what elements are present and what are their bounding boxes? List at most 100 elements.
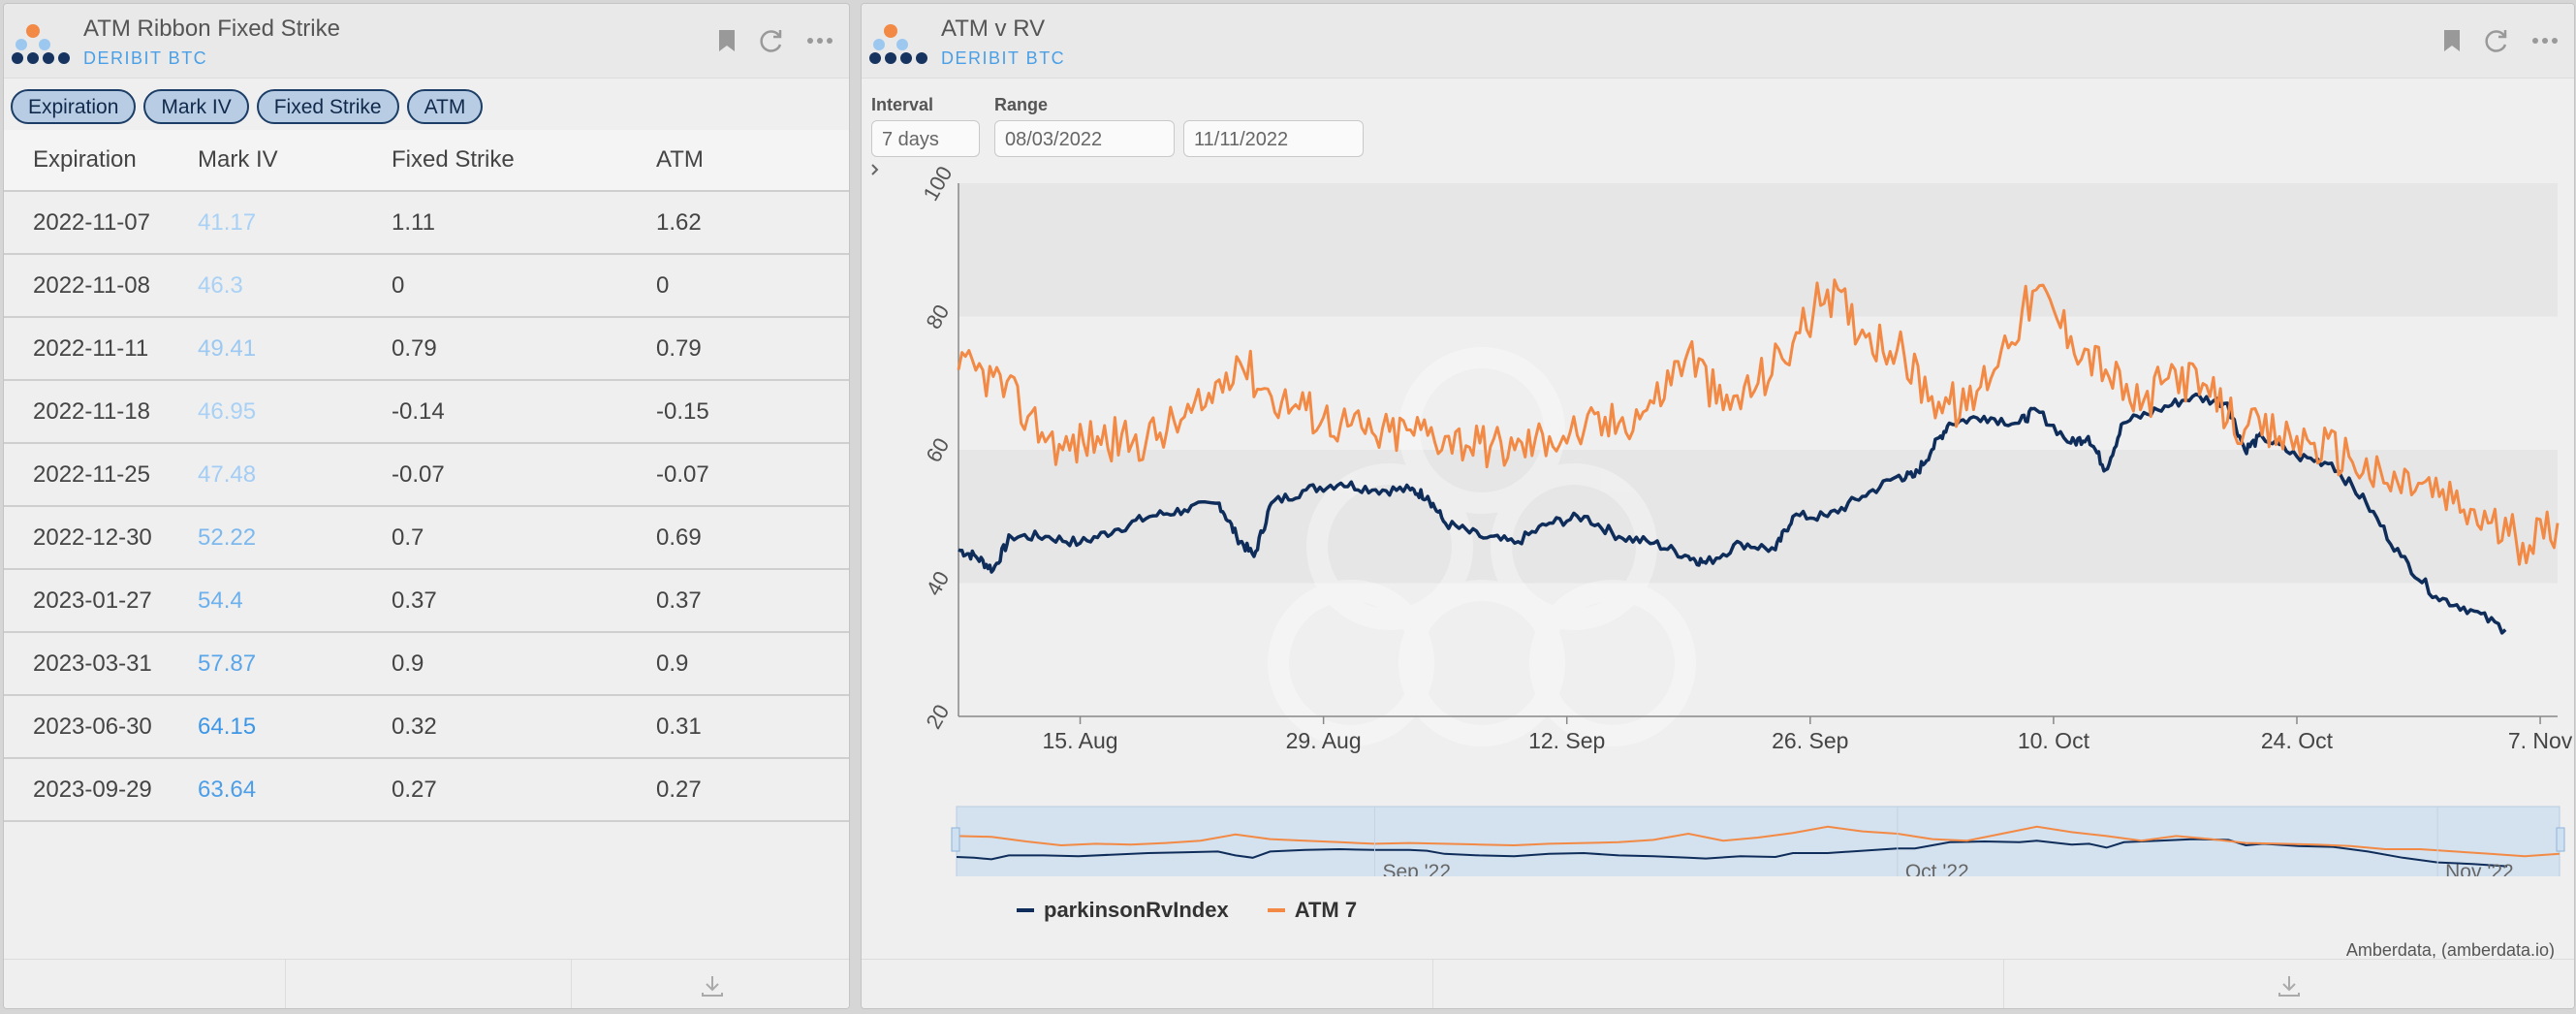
tag-mark-iv[interactable]: Mark IV	[143, 89, 249, 124]
interval-select[interactable]: 7 days	[871, 120, 980, 157]
cell-fixed-strike: 0.32	[392, 713, 437, 740]
y-tick-label: 60	[921, 433, 954, 466]
cell-expiration: 2023-06-30	[33, 713, 152, 740]
navigator-label: Nov '22	[2445, 861, 2514, 876]
navigator-label: Sep '22	[1382, 861, 1451, 876]
table-row[interactable]: 2023-06-30 64.15 0.32 0.31	[4, 696, 849, 759]
data-table: Expiration Mark IV Fixed Strike ATM 2022…	[4, 130, 849, 822]
table-row[interactable]: 2022-11-07 41.17 1.11 1.62	[4, 192, 849, 255]
cell-expiration: 2022-12-30	[33, 523, 152, 551]
navigator-handle-right[interactable]	[2556, 827, 2565, 852]
series-line-parkinsonrvindex	[958, 392, 2507, 635]
download-icon[interactable]	[700, 973, 725, 998]
grid-band	[958, 450, 2558, 584]
watermark-logo	[1268, 347, 1696, 746]
cell-fixed-strike: -0.07	[392, 460, 445, 488]
panel-footer	[4, 959, 849, 1008]
table-row[interactable]: 2022-11-08 46.3 0 0	[4, 255, 849, 318]
grid-bands	[958, 183, 2558, 716]
bookmark-icon[interactable]	[717, 28, 737, 53]
download-icon[interactable]	[2277, 973, 2302, 998]
tag-expiration[interactable]: Expiration	[11, 89, 137, 124]
cell-fixed-strike: 1.11	[392, 208, 435, 236]
cell-expiration: 2023-03-31	[33, 650, 152, 677]
column-header-mark-iv[interactable]: Mark IV	[198, 146, 278, 173]
table-header-row: Expiration Mark IV Fixed Strike ATM	[4, 130, 849, 192]
range-end-input[interactable]: 11/11/2022	[1183, 120, 1364, 157]
series-line-atm7	[957, 278, 2560, 566]
interval-label: Interval	[871, 95, 934, 114]
table-row[interactable]: 2022-11-11 49.41 0.79 0.79	[4, 318, 849, 381]
column-header-fixed-strike[interactable]: Fixed Strike	[392, 146, 515, 173]
x-tick-label: 15. Aug	[1043, 728, 1118, 753]
plot-lines	[957, 278, 2560, 635]
column-header-expiration[interactable]: Expiration	[33, 146, 137, 173]
cell-atm: 0.37	[656, 586, 702, 614]
table-row[interactable]: 2023-03-31 57.87 0.9 0.9	[4, 633, 849, 696]
cell-fixed-strike: 0.79	[392, 334, 437, 362]
panel-header: ATM Ribbon Fixed Strike DERIBIT BTC	[4, 4, 849, 79]
tag-atm[interactable]: ATM	[406, 89, 484, 124]
y-tick-label: 100	[918, 162, 957, 205]
x-tick-label: 10. Oct	[2018, 728, 2090, 753]
table-row[interactable]: 2023-01-27 54.4 0.37 0.37	[4, 570, 849, 633]
chevron-right-icon[interactable]	[869, 163, 881, 176]
column-header-atm[interactable]: ATM	[656, 146, 704, 173]
navigator-label: Oct '22	[1905, 861, 1969, 876]
cell-fixed-strike: 0.27	[392, 776, 437, 803]
cell-fixed-strike: 0.37	[392, 586, 437, 614]
panel-subtitle: DERIBIT BTC	[83, 48, 208, 68]
panel-title: ATM v RV	[941, 16, 1046, 42]
legend-item-parkinsonrvindex[interactable]: parkinsonRvIndex	[1017, 898, 1229, 923]
atm-v-rv-panel: ATM v RV DERIBIT BTC Interval 7 days Ran…	[861, 3, 2575, 1009]
cell-atm: 0.79	[656, 334, 702, 362]
cell-fixed-strike: -0.14	[392, 397, 445, 425]
x-tick-label: 12. Sep	[1528, 728, 1605, 753]
cell-fixed-strike: 0.9	[392, 650, 424, 677]
amberdata-logo	[869, 24, 927, 64]
cell-atm: -0.07	[656, 460, 709, 488]
table-row[interactable]: 2022-11-25 47.48 -0.07 -0.07	[4, 444, 849, 507]
range-label: Range	[994, 95, 1049, 114]
cell-mark-iv: 49.41	[198, 334, 257, 362]
navigator-handle-left[interactable]	[951, 827, 960, 852]
bookmark-icon[interactable]	[2442, 28, 2462, 53]
legend-item-atm7[interactable]: ATM 7	[1267, 898, 1357, 923]
table-body: 2022-11-07 41.17 1.11 1.62 2022-11-08 46.3 0 0 2…	[4, 192, 849, 822]
table-row[interactable]: 2023-09-29 63.64 0.27 0.27	[4, 759, 849, 822]
cell-atm: 1.62	[656, 208, 702, 236]
cell-fixed-strike: 0	[392, 271, 405, 299]
refresh-icon[interactable]	[2483, 27, 2510, 54]
more-icon[interactable]	[2531, 37, 2559, 45]
atm-v-rv-chart: 20 40 60 80 100 15. Aug 29. Aug 12. Sep 26. Sep…	[918, 162, 2573, 876]
legend-label: parkinsonRvIndex	[1044, 898, 1229, 922]
navigator-series	[956, 838, 2508, 868]
cell-mark-iv: 57.87	[198, 650, 257, 677]
cell-atm: 0.27	[656, 776, 702, 803]
amberdata-logo	[12, 24, 70, 64]
range-navigator[interactable]: Sep '22 Oct '22 Nov '22	[951, 806, 2565, 876]
cell-atm: 0	[656, 271, 670, 299]
cell-atm: 0.9	[656, 650, 689, 677]
tag-fixed-strike[interactable]: Fixed Strike	[256, 89, 399, 124]
y-tick-label: 20	[921, 700, 954, 733]
table-row[interactable]: 2022-12-30 52.22 0.7 0.69	[4, 507, 849, 570]
cell-atm: 0.31	[656, 713, 702, 740]
x-tick-label: 29. Aug	[1286, 728, 1362, 753]
navigator-window[interactable]	[956, 806, 2560, 876]
y-axis: 20 40 60 80 100	[918, 162, 959, 733]
panel-subtitle: DERIBIT BTC	[941, 48, 1066, 68]
cell-expiration: 2022-11-25	[33, 460, 150, 488]
x-axis: 15. Aug 29. Aug 12. Sep 26. Sep 10. Oct 24. O…	[958, 715, 2573, 753]
cell-atm: -0.15	[656, 397, 709, 425]
chart-credit[interactable]: Amberdata, (amberdata.io)	[2345, 940, 2555, 960]
refresh-icon[interactable]	[758, 27, 785, 54]
cell-expiration: 2022-11-07	[33, 208, 150, 236]
x-tick-label: 7. Nov	[2508, 728, 2573, 753]
table-row[interactable]: 2022-11-18 46.95 -0.14 -0.15	[4, 381, 849, 444]
range-start-input[interactable]: 08/03/2022	[994, 120, 1175, 157]
cell-mark-iv: 52.22	[198, 523, 257, 551]
more-icon[interactable]	[806, 37, 833, 45]
x-tick-label: 24. Oct	[2261, 728, 2334, 753]
panel-title: ATM Ribbon Fixed Strike	[83, 16, 340, 42]
